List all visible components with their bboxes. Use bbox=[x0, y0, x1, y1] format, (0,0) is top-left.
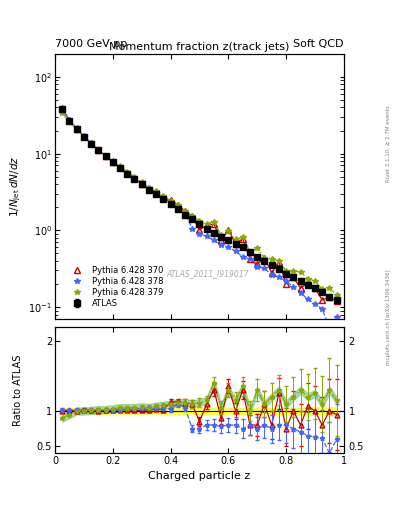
Text: ATLAS_2011_I919017: ATLAS_2011_I919017 bbox=[167, 269, 250, 279]
X-axis label: Charged particle z: Charged particle z bbox=[148, 472, 251, 481]
Text: 7000 GeV pp: 7000 GeV pp bbox=[55, 38, 127, 49]
Y-axis label: $1/N_\mathrm{jet}\,dN/dz$: $1/N_\mathrm{jet}\,dN/dz$ bbox=[9, 156, 23, 217]
Legend: Pythia 6.428 370, Pythia 6.428 378, Pythia 6.428 379, ATLAS: Pythia 6.428 370, Pythia 6.428 378, Pyth… bbox=[65, 264, 165, 310]
Text: Rivet 3.1.10, ≥ 2.7M events: Rivet 3.1.10, ≥ 2.7M events bbox=[386, 105, 391, 182]
Text: mcplots.cern.ch [arXiv:1306.3436]: mcplots.cern.ch [arXiv:1306.3436] bbox=[386, 270, 391, 365]
Title: Momentum fraction z(track jets): Momentum fraction z(track jets) bbox=[109, 41, 290, 52]
Text: Soft QCD: Soft QCD bbox=[294, 38, 344, 49]
Y-axis label: Ratio to ATLAS: Ratio to ATLAS bbox=[13, 354, 23, 425]
